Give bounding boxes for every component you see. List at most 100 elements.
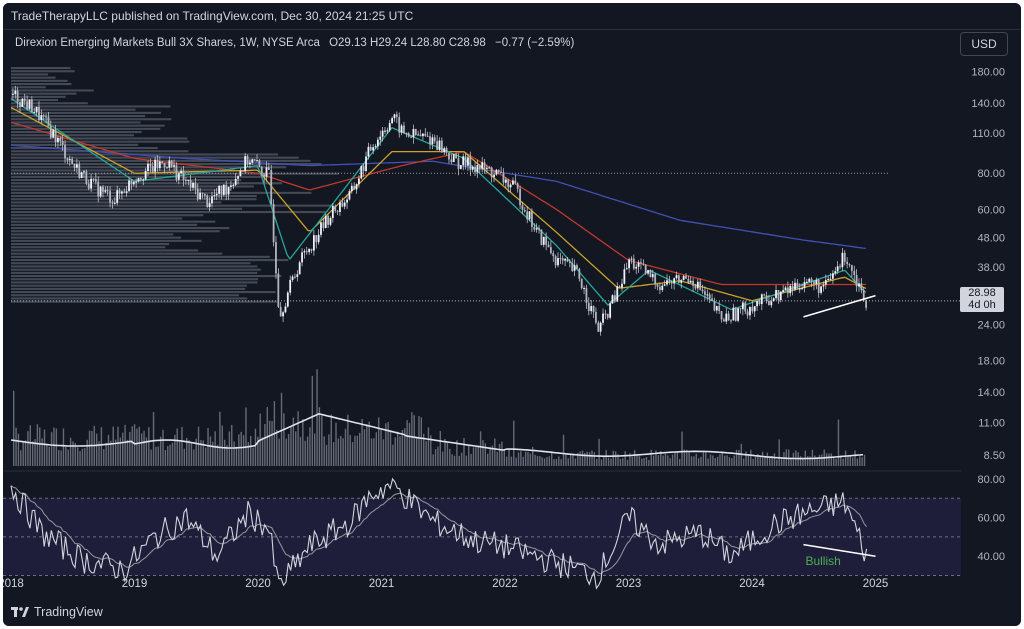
candle-body	[637, 262, 640, 267]
candle-body	[519, 188, 521, 206]
volume-profile-bar	[11, 89, 94, 92]
volume-bar	[716, 456, 719, 466]
rsi-axis-label: 80.00	[977, 474, 1005, 486]
candle-body	[689, 280, 692, 283]
candle-body	[424, 133, 427, 136]
time-axis-label: 2024	[739, 578, 765, 590]
volume-profile-bar	[11, 255, 270, 258]
candle-body	[279, 306, 282, 317]
candle-body	[507, 179, 510, 188]
price-axis-label: 60.00	[977, 204, 1005, 216]
volume-bar	[245, 407, 247, 466]
volume-bar	[854, 450, 856, 466]
volume-bar	[385, 423, 387, 466]
volume-profile-bar	[11, 105, 171, 108]
candle-body	[249, 162, 251, 165]
candle-body	[71, 158, 74, 164]
candle-body	[495, 169, 498, 175]
candle-body	[128, 180, 130, 192]
volume-bar	[377, 417, 380, 466]
candle-body	[685, 275, 687, 279]
volume-bar	[117, 426, 119, 466]
volume-bar	[67, 449, 69, 466]
candle-body	[64, 144, 66, 159]
volume-bar	[688, 451, 690, 466]
volume-bar	[674, 451, 676, 466]
candle-body	[144, 170, 147, 180]
candle-body	[260, 166, 263, 175]
candle-body	[220, 185, 223, 195]
candle-body	[580, 278, 583, 289]
candle-body	[142, 179, 145, 181]
candle-body	[715, 306, 718, 311]
candle-body	[303, 251, 306, 253]
candle-body	[677, 275, 680, 283]
volume-profile-bar	[11, 76, 56, 79]
candle-body	[741, 302, 744, 310]
candle-body	[732, 307, 735, 321]
candle-body	[564, 258, 567, 261]
candle-body	[47, 117, 50, 127]
volume-bar	[641, 458, 643, 466]
candle-body	[727, 313, 730, 321]
volume-bar	[389, 431, 392, 466]
candle-body	[386, 130, 389, 132]
volume-bar	[55, 428, 58, 466]
low-label: L	[410, 37, 417, 49]
currency-button[interactable]: USD	[960, 32, 1008, 56]
tradingview-logo[interactable]: TradingView	[11, 605, 103, 619]
rsi-divergence-line[interactable]	[803, 543, 876, 557]
candle-body	[189, 179, 192, 188]
rsi-axis-label: 40.00	[977, 551, 1005, 563]
volume-bar	[579, 451, 581, 466]
rsi-line	[10, 477, 868, 590]
candle-body	[632, 258, 635, 269]
price-axis-label: 38.00	[977, 262, 1005, 274]
volume-bar	[742, 458, 745, 466]
bullish-annotation[interactable]: Bullish	[805, 554, 840, 568]
volume-bar	[406, 420, 408, 466]
time-axis[interactable]: 2018 2019 2020 2021 2022 2023 2024 2025	[3, 578, 888, 590]
volume-bar	[700, 456, 702, 466]
volume-bar	[792, 452, 795, 466]
volume-bar	[316, 369, 318, 466]
chart-canvas[interactable]: Bullish 180.00 140.00 110.00 80.00 60.00 48.00…	[3, 3, 1021, 626]
volume-bar	[783, 452, 785, 466]
volume-profile-bar	[11, 185, 254, 188]
price-axis-label: 48.00	[977, 232, 1005, 244]
candle-body	[267, 167, 270, 171]
volume-bar	[110, 440, 112, 466]
candle-body	[168, 160, 171, 168]
volume-bar	[638, 456, 641, 466]
candle-body	[358, 178, 360, 185]
candle-body	[706, 294, 709, 296]
candle-body	[125, 191, 128, 193]
volume-profile-bar	[11, 73, 48, 76]
volume-bar	[204, 447, 207, 466]
volume-bar	[712, 455, 714, 466]
support-trendline[interactable]	[803, 294, 876, 318]
volume-bar	[425, 441, 427, 466]
volume-bar	[392, 444, 394, 466]
candle-body	[19, 102, 21, 107]
volume-bar	[401, 430, 404, 466]
candle-body	[111, 202, 114, 204]
volume-bar	[214, 431, 216, 466]
volume-bar	[335, 422, 337, 466]
volume-profile-bar	[11, 246, 166, 249]
volume-profile-bar	[11, 118, 172, 121]
candle-body	[196, 188, 199, 200]
volume-bar	[39, 427, 41, 466]
candle-body	[654, 274, 657, 285]
price-axis[interactable]: 180.00 140.00 110.00 80.00 60.00 48.00 38.00 24…	[971, 66, 1005, 563]
candle-body	[708, 294, 711, 299]
volume-bar	[60, 450, 62, 466]
candle-body	[805, 281, 808, 283]
volume-bar	[328, 434, 330, 466]
candle-body	[744, 302, 747, 312]
candle-body	[417, 134, 420, 136]
volume-bar	[482, 440, 484, 466]
candle-body	[554, 256, 557, 266]
symbol-legend[interactable]: Direxion Emerging Markets Bull 3X Shares…	[15, 37, 574, 49]
candle-body	[398, 116, 401, 133]
